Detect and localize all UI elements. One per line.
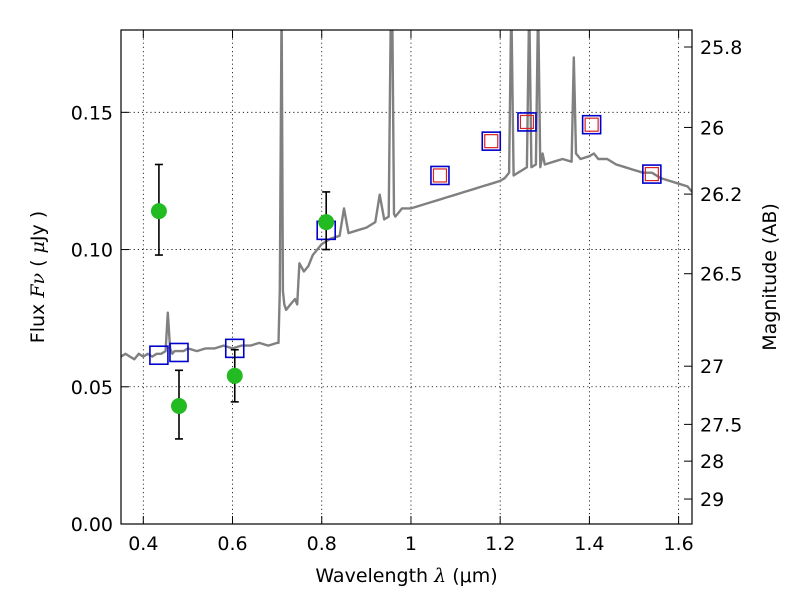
y2-tick-label: 26.2 bbox=[700, 184, 742, 206]
photometry-point bbox=[150, 203, 167, 220]
y2-tick-label: 25.8 bbox=[700, 37, 742, 59]
plot-frame bbox=[120, 29, 693, 525]
y-tick-label: 0.10 bbox=[71, 240, 113, 262]
y2-tick-label: 27 bbox=[700, 356, 724, 378]
x-axis-label-symbol: λ bbox=[433, 565, 446, 587]
y2-tick-label: 28 bbox=[700, 451, 724, 473]
y-axis-label-text: Jy ) bbox=[27, 211, 49, 242]
y-tick-label: 0.00 bbox=[71, 514, 113, 536]
photometry-point bbox=[318, 214, 335, 231]
x-tick-label: 0.8 bbox=[307, 533, 337, 555]
band-square-point bbox=[581, 114, 602, 135]
y2-tick-label: 29 bbox=[700, 489, 724, 511]
observed-square-point bbox=[644, 166, 659, 182]
x-axis-label: Wavelength λ (μm) bbox=[315, 565, 497, 587]
y-axis-label-text: Flux bbox=[27, 298, 49, 344]
y2-tick-label: 27.5 bbox=[700, 414, 742, 436]
y-axis-label: Flux Fν ( μJy ) bbox=[27, 211, 49, 343]
band-square-point bbox=[642, 164, 662, 184]
y-tick-label: 0.15 bbox=[71, 102, 113, 124]
observed-square-point bbox=[432, 168, 448, 183]
band-square-point bbox=[149, 345, 169, 366]
x-axis-label-text: (μm) bbox=[446, 565, 497, 587]
plot-area bbox=[121, 30, 692, 440]
series-layer bbox=[121, 30, 692, 440]
x-tick-label: 1.6 bbox=[664, 533, 694, 555]
y-tick-label: 0.05 bbox=[71, 377, 113, 399]
y2-axis-label: Magnitude (AB) bbox=[759, 203, 781, 351]
y2-tick-label: 26 bbox=[700, 117, 724, 139]
observed-square-point bbox=[519, 114, 535, 130]
grid-layer bbox=[121, 30, 692, 525]
band-square-point bbox=[517, 112, 537, 132]
band-square-point bbox=[430, 165, 450, 186]
ticks-layer: 0.4 0.6 0.8 1 1.2 1.4 1.6 0.00 0.05 0.10 0.15 25.8 2… bbox=[71, 30, 742, 555]
x-tick-label: 0.6 bbox=[217, 533, 247, 555]
x-tick-label: 1.4 bbox=[574, 533, 604, 555]
x-tick-label: 1 bbox=[405, 533, 417, 555]
observed-square-point bbox=[484, 134, 499, 149]
x-tick-label: 1.2 bbox=[485, 533, 515, 555]
x-tick-label: 0.4 bbox=[128, 533, 158, 555]
y2-tick-label: 26.5 bbox=[700, 264, 742, 286]
band-square-point bbox=[169, 342, 189, 363]
x-axis-label-text: Wavelength bbox=[315, 565, 434, 587]
band-square-point bbox=[481, 131, 502, 151]
photometry-point bbox=[226, 367, 243, 384]
spectrum-line bbox=[121, 30, 692, 361]
y-axis-label-symbol: Fν bbox=[27, 272, 49, 298]
photometry-point bbox=[170, 397, 187, 414]
y-axis-label-symbol: μ bbox=[27, 241, 49, 253]
plot-frame-layer bbox=[120, 29, 693, 525]
observed-square-point bbox=[584, 117, 599, 132]
y-axis-label-text: ( bbox=[27, 253, 49, 273]
